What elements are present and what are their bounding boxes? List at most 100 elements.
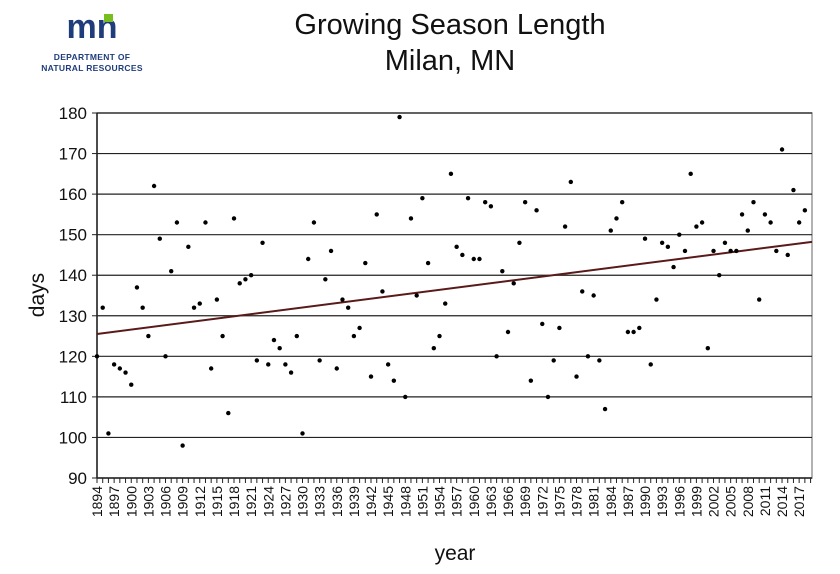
mn-logo-mark: mn [67,10,118,46]
data-point [163,354,168,359]
data-point [505,329,511,335]
data-point [688,171,693,177]
data-point [129,382,134,387]
data-point [511,281,516,286]
x-tick-label: 1987 [620,486,636,517]
x-tick-label: 2002 [706,486,722,517]
data-point [488,204,494,209]
y-axis-label: days [26,273,49,317]
data-point [408,216,414,221]
data-point [665,244,671,250]
data-point [243,277,248,282]
data-point [522,200,528,205]
x-tick-label: 1909 [175,486,191,517]
x-tick-label: 1969 [517,486,533,517]
data-point [699,220,705,225]
x-tick-label: 1951 [414,486,430,517]
x-tick-label: 1990 [637,486,653,517]
y-tick-label: 100 [59,428,87,447]
data-point [374,212,379,217]
data-point [106,431,111,436]
y-tick-label: 170 [59,145,87,164]
chart-title: Growing Season Length [294,9,606,41]
x-tick-label: 1942 [363,486,379,517]
data-point [334,366,339,371]
x-tick-label: 1900 [123,486,139,517]
data-point [591,293,596,298]
data-point [431,346,437,351]
x-tick-label: 2011 [757,486,773,516]
x-tick-label: 1927 [277,486,293,517]
data-point [659,240,665,245]
data-point [734,248,739,254]
x-tick-label: 1906 [158,486,174,517]
data-point [528,378,534,383]
x-tick-label: 2017 [791,486,807,517]
x-tick-label: 1894 [89,486,105,517]
data-point [169,268,174,274]
data-point [277,346,282,351]
data-point [368,374,374,379]
data-point [739,212,745,217]
data-point [208,366,214,371]
data-point [574,374,579,379]
x-tick-label: 1924 [260,486,276,517]
logo-line1: DEPARTMENT OF [53,52,131,62]
data-point [306,256,311,262]
x-tick-label: 1897 [106,486,122,517]
x-tick-label: 1978 [569,486,585,517]
data-point [608,228,613,233]
data-point [717,273,722,278]
data-point [186,244,191,250]
y-tick-label: 110 [60,388,87,407]
data-point [420,195,425,201]
data-point [454,244,459,250]
data-point [363,260,368,266]
data-point [180,443,185,448]
data-point [637,325,642,331]
data-point [471,256,476,262]
data-point [443,301,448,306]
data-point [197,301,202,306]
data-point [311,220,317,225]
data-point [722,240,728,245]
data-point [380,289,385,294]
data-point [500,268,505,274]
data-point [745,228,750,233]
data-point [728,248,733,254]
data-point [294,333,300,339]
data-point [631,329,636,335]
y-tick-label: 150 [59,226,87,245]
data-point [351,333,357,339]
data-point [191,305,197,310]
data-point [391,378,397,383]
x-tick-label: 1936 [329,486,345,517]
data-point [540,321,545,327]
x-tick-label: 1918 [226,486,242,517]
x-tick-label: 1966 [500,486,516,517]
data-point [785,252,790,258]
y-tick-label: 180 [59,104,87,123]
x-tick-label: 2005 [723,486,739,517]
y-tick-label: 90 [68,469,87,488]
x-tick-label: 1915 [209,486,225,517]
data-point [283,362,288,367]
x-tick-label: 1981 [586,486,602,517]
data-point [597,358,602,363]
data-point [340,297,345,302]
data-point [203,220,208,225]
chart-subtitle: Milan, MN [384,45,516,77]
data-point [460,252,465,258]
data-point [151,183,157,189]
x-tick-label: 1984 [603,486,619,517]
x-tick-label: 1963 [483,486,499,517]
data-point [231,216,237,221]
data-point [711,248,716,254]
logo-line2: NATURAL RESOURCES [41,63,143,73]
data-point [482,200,488,205]
x-tick-label: 2008 [740,486,756,517]
data-point [146,333,151,339]
data-point [248,273,254,278]
data-point [266,362,271,367]
